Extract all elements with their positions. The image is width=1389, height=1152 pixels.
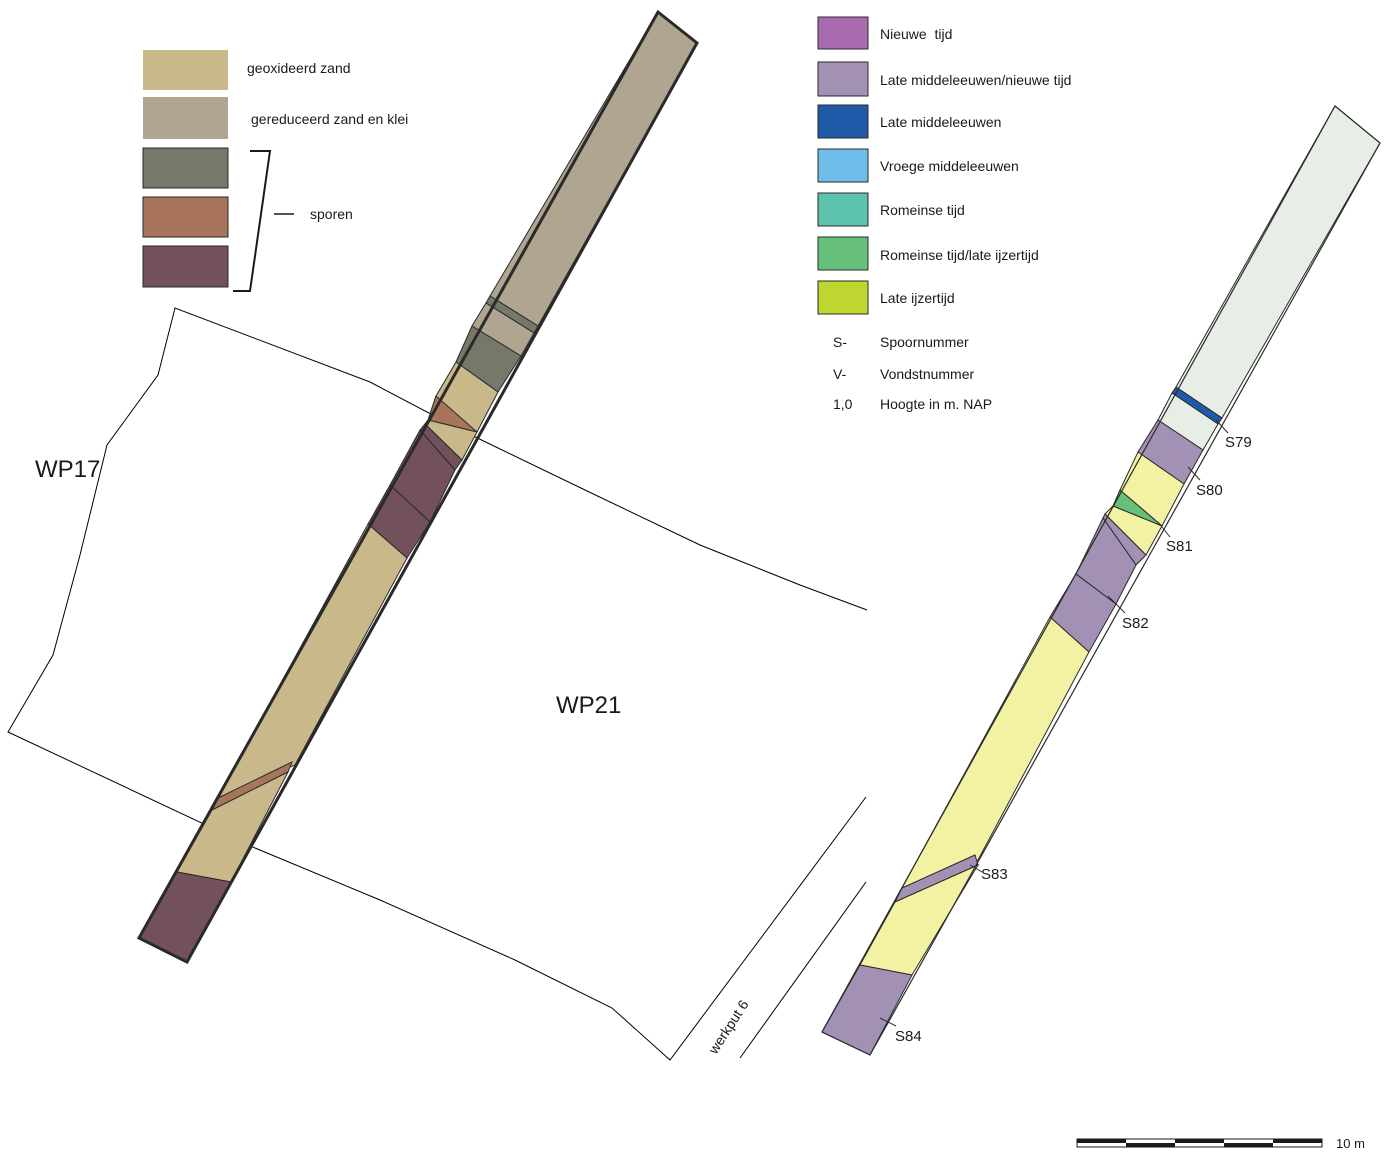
legend-swatch-late-ijzertijd [817,280,869,315]
left-section-border [136,9,699,964]
leader-s84 [879,1017,897,1027]
leader-s83 [969,864,983,873]
scale-bar-segment [1077,1139,1126,1143]
scale-bar-segment [1273,1139,1322,1143]
legend-label-late-me: Late middeleeuwen [880,114,1001,130]
wp21-outline-lower [254,796,867,1061]
scale-bar-segment [1126,1143,1175,1147]
leader-s81 [1157,521,1171,538]
abbr-key-height: 1,0 [833,396,853,412]
werkput-label: werkput 6 [705,997,752,1058]
feature-label-s81: S81 [1166,538,1193,555]
legend-label-late-me-nieuwe-tijd: Late middeleeuwen/nieuwe tijd [880,72,1071,88]
wp21-label: WP21 [556,692,621,719]
scale-bar: 10 m [1076,1136,1365,1151]
legend-swatch-spoor-purple [142,245,229,288]
right-section-border [821,105,1381,1056]
werkput-6-boundary [739,881,867,1059]
feature-label-s83: S83 [981,866,1008,883]
wp17-outline [7,307,371,849]
legend-swatch-geoxideerd [143,50,228,90]
legend-swatch-gereduceerd [143,97,228,139]
feature-label-s82: S82 [1122,615,1149,632]
legend-swatch-late-me-nieuwe-tijd [817,61,869,97]
legend-swatch-romeinse-ijzertijd [817,236,869,271]
period-legend: Nieuwe tijd Late middeleeuwen/nieuwe tij… [817,16,1071,412]
legend-label-vroege-me: Vroege middeleeuwen [880,158,1019,174]
wp17-label: WP17 [35,456,100,483]
section-layer [900,616,1090,889]
leader-s79 [1215,419,1229,434]
legend-label-late-ijzertijd: Late ijzertijd [880,290,955,306]
section-layer [489,11,698,327]
leader-s80 [1187,466,1201,481]
feature-leaders [879,419,1229,1027]
legend-label-sporen: sporen [310,206,353,222]
legend-swatch-nieuwe-tijd [817,16,869,50]
legend-label-romeinse: Romeinse tijd [880,202,965,218]
legend-swatch-vroege-me [817,148,869,183]
legend-label-geoxideerd: geoxideerd zand [247,60,351,76]
abbr-text-s: Spoornummer [880,334,969,350]
legend-label-romeinse-ijzertijd: Romeinse tijd/late ijzertijd [880,247,1039,263]
legend-swatch-romeinse [817,192,869,227]
feature-label-s80: S80 [1196,482,1223,499]
scale-bar-label: 10 m [1336,1136,1365,1151]
abbr-key-v: V- [833,366,847,382]
scale-bar-segment [1224,1143,1273,1147]
section-layer [216,523,408,800]
legend-label-gereduceerd: gereduceerd zand en klei [251,111,408,127]
scale-bar-segment [1175,1139,1224,1143]
section-layer [1175,105,1381,419]
leader-s82 [1107,595,1126,614]
feature-label-s79: S79 [1225,434,1252,451]
abbr-text-v: Vondstnummer [880,366,974,382]
legend-swatch-spoor-brown [142,196,229,238]
legend-label-nieuwe-tijd: Nieuwe tijd [880,26,952,42]
legend-swatch-late-me [817,104,869,139]
abbr-text-height: Hoogte in m. NAP [880,396,992,412]
abbr-key-s: S- [833,334,847,350]
right-section [821,105,1381,1056]
feature-label-s84: S84 [895,1028,922,1045]
left-section [136,9,699,964]
sporen-bracket [233,150,272,292]
soil-legend: geoxideerd zand gereduceerd zand en klei… [142,50,408,292]
section-layer [138,871,232,963]
legend-swatch-spoor-grey [142,147,229,189]
